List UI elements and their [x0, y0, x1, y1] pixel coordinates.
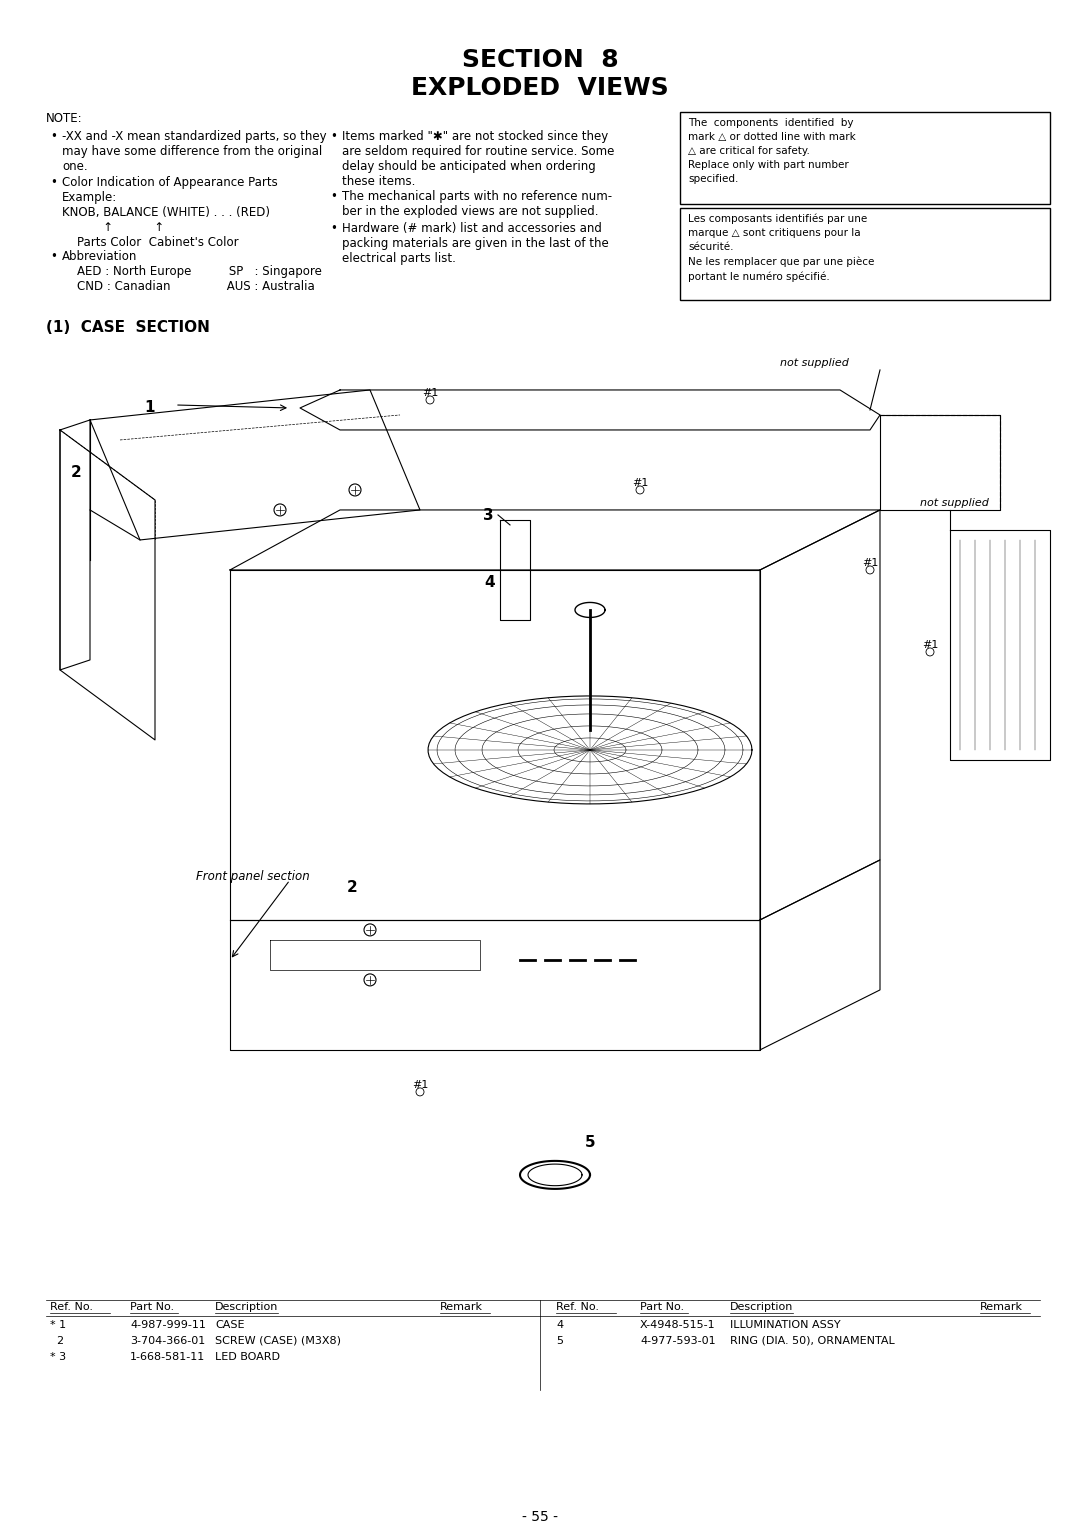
- Text: 5: 5: [584, 1135, 595, 1151]
- Text: 2: 2: [70, 465, 81, 480]
- Text: Part No.: Part No.: [640, 1302, 684, 1313]
- Text: 2: 2: [347, 880, 357, 895]
- Text: 5: 5: [556, 1335, 563, 1346]
- Text: Description: Description: [730, 1302, 794, 1313]
- Text: not supplied: not supplied: [920, 498, 989, 507]
- Bar: [680, 208, 1050, 299]
- Text: (1)  CASE  SECTION: (1) CASE SECTION: [46, 319, 210, 335]
- Text: •: •: [330, 130, 337, 144]
- Text: #1: #1: [922, 640, 939, 649]
- Text: •: •: [50, 251, 57, 263]
- Text: #1: #1: [632, 478, 648, 487]
- Text: #1: #1: [411, 1080, 428, 1089]
- Text: 4: 4: [556, 1320, 563, 1329]
- Text: Ref. No.: Ref. No.: [50, 1302, 93, 1313]
- Text: Hardware (# mark) list and accessories and
packing materials are given in the la: Hardware (# mark) list and accessories a…: [342, 222, 609, 264]
- Text: #1: #1: [422, 388, 438, 397]
- Text: -XX and -X mean standardized parts, so they
may have some difference from the or: -XX and -X mean standardized parts, so t…: [62, 130, 326, 173]
- Text: ILLUMINATION ASSY: ILLUMINATION ASSY: [730, 1320, 840, 1329]
- Text: not supplied: not supplied: [780, 358, 849, 368]
- Text: SCREW (CASE) (M3X8): SCREW (CASE) (M3X8): [215, 1335, 341, 1346]
- Text: •: •: [50, 130, 57, 144]
- Text: Ref. No.: Ref. No.: [556, 1302, 599, 1313]
- Bar: [680, 112, 1050, 203]
- Text: •: •: [50, 176, 57, 189]
- Text: Part No.: Part No.: [130, 1302, 174, 1313]
- Text: RING (DIA. 50), ORNAMENTAL: RING (DIA. 50), ORNAMENTAL: [730, 1335, 894, 1346]
- Text: 1-668-581-11: 1-668-581-11: [130, 1352, 205, 1361]
- Text: X-4948-515-1: X-4948-515-1: [640, 1320, 716, 1329]
- Text: Les composants identifiés par une
marque △ sont critiquens pour la
sécurité.
Ne : Les composants identifiés par une marque…: [688, 214, 875, 283]
- Text: Color Indication of Appearance Parts
Example:
KNOB, BALANCE (WHITE) . . . (RED)
: Color Indication of Appearance Parts Exa…: [62, 176, 278, 249]
- Text: CASE: CASE: [215, 1320, 244, 1329]
- Text: LED BOARD: LED BOARD: [215, 1352, 280, 1361]
- Text: The  components  identified  by
mark △ or dotted line with mark
△ are critical f: The components identified by mark △ or d…: [688, 118, 855, 183]
- Text: Remark: Remark: [440, 1302, 483, 1313]
- Text: - 55 -: - 55 -: [522, 1510, 558, 1523]
- Text: 3-704-366-01: 3-704-366-01: [130, 1335, 205, 1346]
- Text: * 3: * 3: [50, 1352, 66, 1361]
- Text: Front panel section: Front panel section: [195, 869, 310, 883]
- Text: 4: 4: [485, 575, 496, 590]
- Text: * 1: * 1: [50, 1320, 66, 1329]
- Text: The mechanical parts with no reference num-
ber in the exploded views are not su: The mechanical parts with no reference n…: [342, 189, 612, 219]
- Text: 4-977-593-01: 4-977-593-01: [640, 1335, 716, 1346]
- Text: 1: 1: [145, 400, 156, 416]
- Text: •: •: [330, 189, 337, 203]
- Text: #1: #1: [862, 558, 878, 568]
- Text: Abbreviation
    AED : North Europe          SP   : Singapore
    CND : Canadian: Abbreviation AED : North Europe SP : Sin…: [62, 251, 322, 293]
- Text: Remark: Remark: [980, 1302, 1023, 1313]
- Text: 2: 2: [50, 1335, 64, 1346]
- Text: Items marked "✱" are not stocked since they
are seldom required for routine serv: Items marked "✱" are not stocked since t…: [342, 130, 615, 188]
- Text: •: •: [330, 222, 337, 235]
- Text: 3: 3: [483, 507, 494, 523]
- Text: NOTE:: NOTE:: [46, 112, 83, 125]
- Text: 4-987-999-11: 4-987-999-11: [130, 1320, 206, 1329]
- Text: Description: Description: [215, 1302, 279, 1313]
- Text: SECTION  8: SECTION 8: [461, 47, 619, 72]
- Text: EXPLODED  VIEWS: EXPLODED VIEWS: [411, 76, 669, 99]
